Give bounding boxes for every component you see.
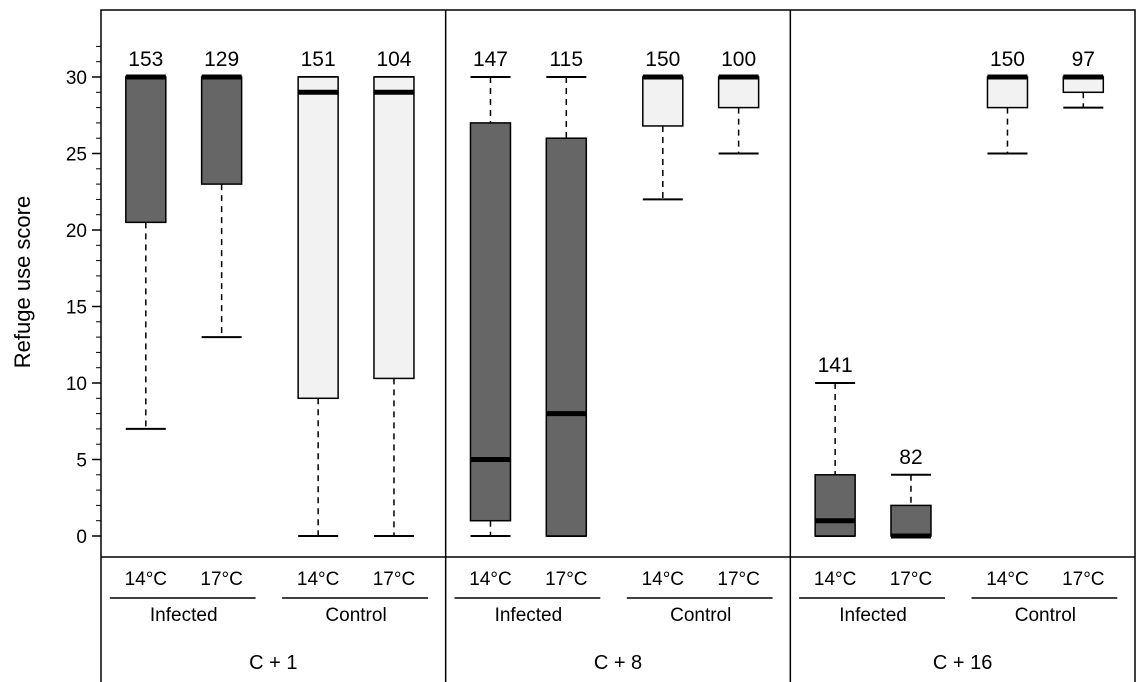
temperature-label: 17°C — [890, 569, 932, 590]
sample-count-label: 150 — [990, 48, 1025, 71]
sample-count-label: 115 — [550, 48, 583, 71]
box — [717, 76, 760, 109]
y-tick-label: 10 — [66, 374, 87, 395]
sample-count-label: 141 — [818, 354, 853, 377]
temperature-label: 17°C — [373, 569, 415, 590]
box — [200, 76, 243, 185]
box — [986, 76, 1029, 109]
group-label: Infected — [495, 605, 563, 626]
temperature-label: 17°C — [545, 569, 587, 590]
box — [642, 76, 684, 127]
temperature-label: 14°C — [814, 569, 856, 590]
sample-count-label: 151 — [301, 48, 336, 71]
temperature-label: 17°C — [717, 569, 759, 590]
temperature-label: 17°C — [1062, 569, 1104, 590]
sample-count-label: 153 — [128, 48, 163, 71]
temperature-label: 14°C — [986, 569, 1028, 590]
group-label: Infected — [839, 605, 907, 626]
y-tick-label: 30 — [66, 68, 87, 89]
chart-frame — [92, 9, 1136, 682]
temperature-label: 14°C — [125, 569, 167, 590]
plot-border — [100, 9, 1136, 682]
y-axis-label: Refuge use score — [10, 196, 35, 368]
sample-count-label: 150 — [645, 48, 680, 71]
temperature-label: 14°C — [297, 569, 339, 590]
y-tick-label: 25 — [66, 145, 87, 166]
label-layer: 0 5 10 15 20 25 30 C + 1 153 14°C 129 17°C Infected 1… — [66, 48, 1105, 674]
box — [814, 474, 856, 537]
panel-label: C + 8 — [594, 652, 642, 674]
box — [373, 76, 415, 380]
sample-count-label: 129 — [204, 48, 239, 71]
panel-label: C + 16 — [933, 652, 992, 674]
box-layer — [125, 74, 1105, 539]
y-tick-label: 5 — [76, 451, 87, 472]
sample-count-label: 82 — [899, 446, 922, 469]
sample-count-label: 97 — [1072, 48, 1095, 71]
group-label: Control — [325, 605, 386, 626]
box — [545, 137, 588, 537]
group-label: Infected — [150, 605, 218, 626]
sample-count-label: 147 — [473, 48, 508, 71]
box — [297, 76, 339, 400]
group-label: Control — [670, 605, 731, 626]
y-tick-label: 15 — [66, 298, 87, 319]
box — [469, 122, 512, 522]
sample-count-label: 104 — [376, 48, 411, 71]
box — [890, 504, 932, 537]
sample-count-label: 100 — [721, 48, 756, 71]
panel-label: C + 1 — [249, 652, 297, 674]
y-tick-label: 0 — [76, 527, 87, 548]
temperature-label: 17°C — [200, 569, 242, 590]
group-label: Control — [1015, 605, 1076, 626]
y-tick-label: 20 — [66, 221, 87, 242]
temperature-label: 14°C — [642, 569, 684, 590]
box — [125, 76, 167, 224]
temperature-label: 14°C — [469, 569, 511, 590]
